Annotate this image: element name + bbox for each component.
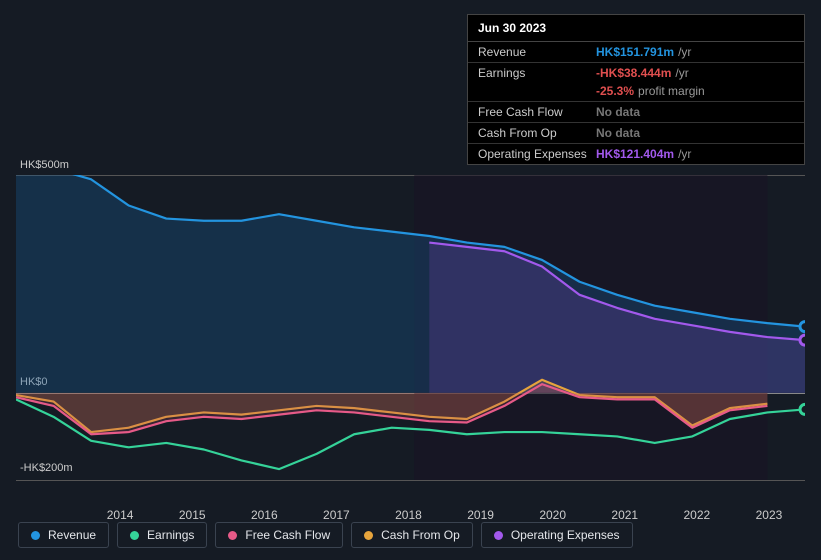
tooltip-row: RevenueHK$151.791m/yr: [468, 42, 804, 63]
tooltip-value: HK$121.404m/yr: [596, 147, 691, 161]
chart-tooltip: Jun 30 2023 RevenueHK$151.791m/yrEarning…: [467, 14, 805, 165]
tooltip-date: Jun 30 2023: [468, 15, 804, 42]
legend-label: Revenue: [48, 528, 96, 542]
tooltip-row: Operating ExpensesHK$121.404m/yr: [468, 144, 804, 164]
yaxis-top-label: HK$500m: [20, 159, 69, 171]
legend-item-earnings[interactable]: Earnings: [117, 522, 207, 548]
tooltip-value: -HK$38.444m/yr-25.3%profit margin: [596, 66, 705, 98]
tooltip-label: Operating Expenses: [478, 147, 596, 161]
legend-item-opex[interactable]: Operating Expenses: [481, 522, 633, 548]
legend-swatch: [364, 531, 373, 540]
tooltip-label: Earnings: [478, 66, 596, 98]
legend-item-fcf[interactable]: Free Cash Flow: [215, 522, 343, 548]
financial-chart-widget: { "chart": { "type": "area", "background…: [0, 0, 821, 560]
gridline-bottom: [16, 480, 805, 481]
tooltip-value: No data: [596, 126, 640, 140]
chart-plot: [16, 175, 805, 480]
chart-legend: Revenue Earnings Free Cash Flow Cash From O…: [18, 522, 633, 548]
tooltip-label: Revenue: [478, 45, 596, 59]
tooltip-row: Earnings-HK$38.444m/yr-25.3%profit margi…: [468, 63, 804, 102]
legend-item-revenue[interactable]: Revenue: [18, 522, 109, 548]
legend-swatch: [494, 531, 503, 540]
tooltip-row: Free Cash FlowNo data: [468, 102, 804, 123]
legend-label: Free Cash Flow: [245, 528, 330, 542]
tooltip-value: No data: [596, 105, 640, 119]
legend-item-cash_from_op[interactable]: Cash From Op: [351, 522, 473, 548]
tooltip-label: Free Cash Flow: [478, 105, 596, 119]
legend-label: Operating Expenses: [511, 528, 620, 542]
tooltip-label: Cash From Op: [478, 126, 596, 140]
tooltip-row: Cash From OpNo data: [468, 123, 804, 144]
legend-swatch: [31, 531, 40, 540]
tooltip-rows: RevenueHK$151.791m/yrEarnings-HK$38.444m…: [468, 42, 804, 164]
legend-swatch: [228, 531, 237, 540]
tooltip-value: HK$151.791m/yr: [596, 45, 691, 59]
legend-label: Cash From Op: [381, 528, 460, 542]
legend-label: Earnings: [147, 528, 194, 542]
legend-swatch: [130, 531, 139, 540]
